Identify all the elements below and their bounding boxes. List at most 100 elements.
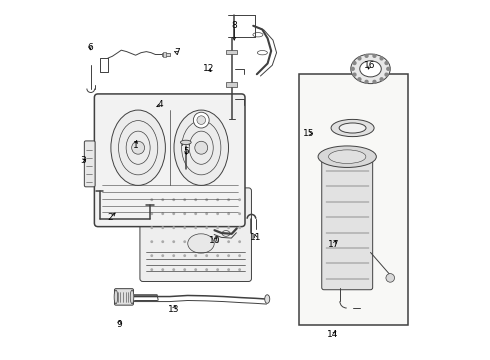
Circle shape xyxy=(386,274,394,282)
FancyBboxPatch shape xyxy=(115,289,133,305)
Text: 12: 12 xyxy=(203,64,214,73)
Circle shape xyxy=(238,226,241,229)
Text: 16: 16 xyxy=(364,61,375,70)
Bar xyxy=(163,51,166,57)
Text: 6: 6 xyxy=(87,43,93,52)
Circle shape xyxy=(357,77,362,81)
Ellipse shape xyxy=(174,110,228,185)
Circle shape xyxy=(216,268,219,271)
Circle shape xyxy=(150,226,153,229)
Circle shape xyxy=(365,80,368,84)
Circle shape xyxy=(379,56,384,60)
FancyBboxPatch shape xyxy=(95,94,245,226)
Text: 5: 5 xyxy=(183,147,189,156)
Circle shape xyxy=(238,198,241,201)
FancyBboxPatch shape xyxy=(84,141,95,187)
Circle shape xyxy=(351,67,355,71)
Text: 1: 1 xyxy=(133,141,139,150)
Circle shape xyxy=(384,72,389,77)
Circle shape xyxy=(194,226,197,229)
Circle shape xyxy=(352,61,357,65)
Ellipse shape xyxy=(180,140,191,144)
Circle shape xyxy=(386,67,391,71)
Text: 3: 3 xyxy=(80,156,86,165)
Circle shape xyxy=(150,268,153,271)
Circle shape xyxy=(216,240,219,243)
Ellipse shape xyxy=(188,234,214,253)
Circle shape xyxy=(150,240,153,243)
Circle shape xyxy=(205,198,208,201)
Circle shape xyxy=(352,72,357,77)
Circle shape xyxy=(194,240,197,243)
Bar xyxy=(226,82,238,87)
Circle shape xyxy=(183,268,186,271)
Circle shape xyxy=(194,268,197,271)
Circle shape xyxy=(227,198,230,201)
Circle shape xyxy=(216,254,219,257)
Circle shape xyxy=(194,112,209,128)
Circle shape xyxy=(161,254,164,257)
Circle shape xyxy=(172,212,175,215)
Circle shape xyxy=(379,77,384,81)
Ellipse shape xyxy=(114,290,118,304)
Text: 2: 2 xyxy=(108,213,113,222)
Circle shape xyxy=(172,226,175,229)
Circle shape xyxy=(150,254,153,257)
Circle shape xyxy=(183,212,186,215)
Bar xyxy=(226,50,238,54)
Circle shape xyxy=(372,80,377,84)
Circle shape xyxy=(195,141,208,154)
FancyBboxPatch shape xyxy=(140,188,251,282)
Text: 14: 14 xyxy=(327,330,339,339)
Circle shape xyxy=(161,268,164,271)
Circle shape xyxy=(227,254,230,257)
Text: 13: 13 xyxy=(168,305,179,314)
Circle shape xyxy=(172,240,175,243)
Ellipse shape xyxy=(265,295,270,303)
Text: 15: 15 xyxy=(303,129,315,138)
Circle shape xyxy=(150,212,153,215)
Circle shape xyxy=(161,198,164,201)
Ellipse shape xyxy=(331,120,374,136)
Circle shape xyxy=(216,226,219,229)
Circle shape xyxy=(161,226,164,229)
Circle shape xyxy=(238,212,241,215)
Ellipse shape xyxy=(339,123,366,133)
Circle shape xyxy=(227,226,230,229)
Circle shape xyxy=(205,240,208,243)
Circle shape xyxy=(132,141,145,154)
Circle shape xyxy=(172,268,175,271)
Bar xyxy=(162,53,170,56)
Ellipse shape xyxy=(111,110,166,185)
Circle shape xyxy=(172,254,175,257)
Text: 9: 9 xyxy=(116,320,122,329)
Circle shape xyxy=(205,254,208,257)
Circle shape xyxy=(161,212,164,215)
Circle shape xyxy=(205,268,208,271)
Circle shape xyxy=(183,240,186,243)
Text: 4: 4 xyxy=(158,100,164,109)
Circle shape xyxy=(238,268,241,271)
Circle shape xyxy=(372,54,377,58)
Circle shape xyxy=(194,198,197,201)
Circle shape xyxy=(357,56,362,60)
Circle shape xyxy=(194,212,197,215)
Circle shape xyxy=(205,212,208,215)
Circle shape xyxy=(150,198,153,201)
Circle shape xyxy=(238,240,241,243)
Circle shape xyxy=(197,116,205,125)
Circle shape xyxy=(205,226,208,229)
Ellipse shape xyxy=(121,295,125,303)
Circle shape xyxy=(365,54,368,58)
Text: 17: 17 xyxy=(328,240,340,249)
Circle shape xyxy=(161,240,164,243)
Text: 8: 8 xyxy=(231,21,237,30)
Circle shape xyxy=(238,254,241,257)
Text: 11: 11 xyxy=(250,233,262,242)
Circle shape xyxy=(216,198,219,201)
Circle shape xyxy=(227,268,230,271)
Circle shape xyxy=(384,61,389,65)
Ellipse shape xyxy=(329,150,366,163)
Ellipse shape xyxy=(318,146,376,167)
Circle shape xyxy=(183,198,186,201)
